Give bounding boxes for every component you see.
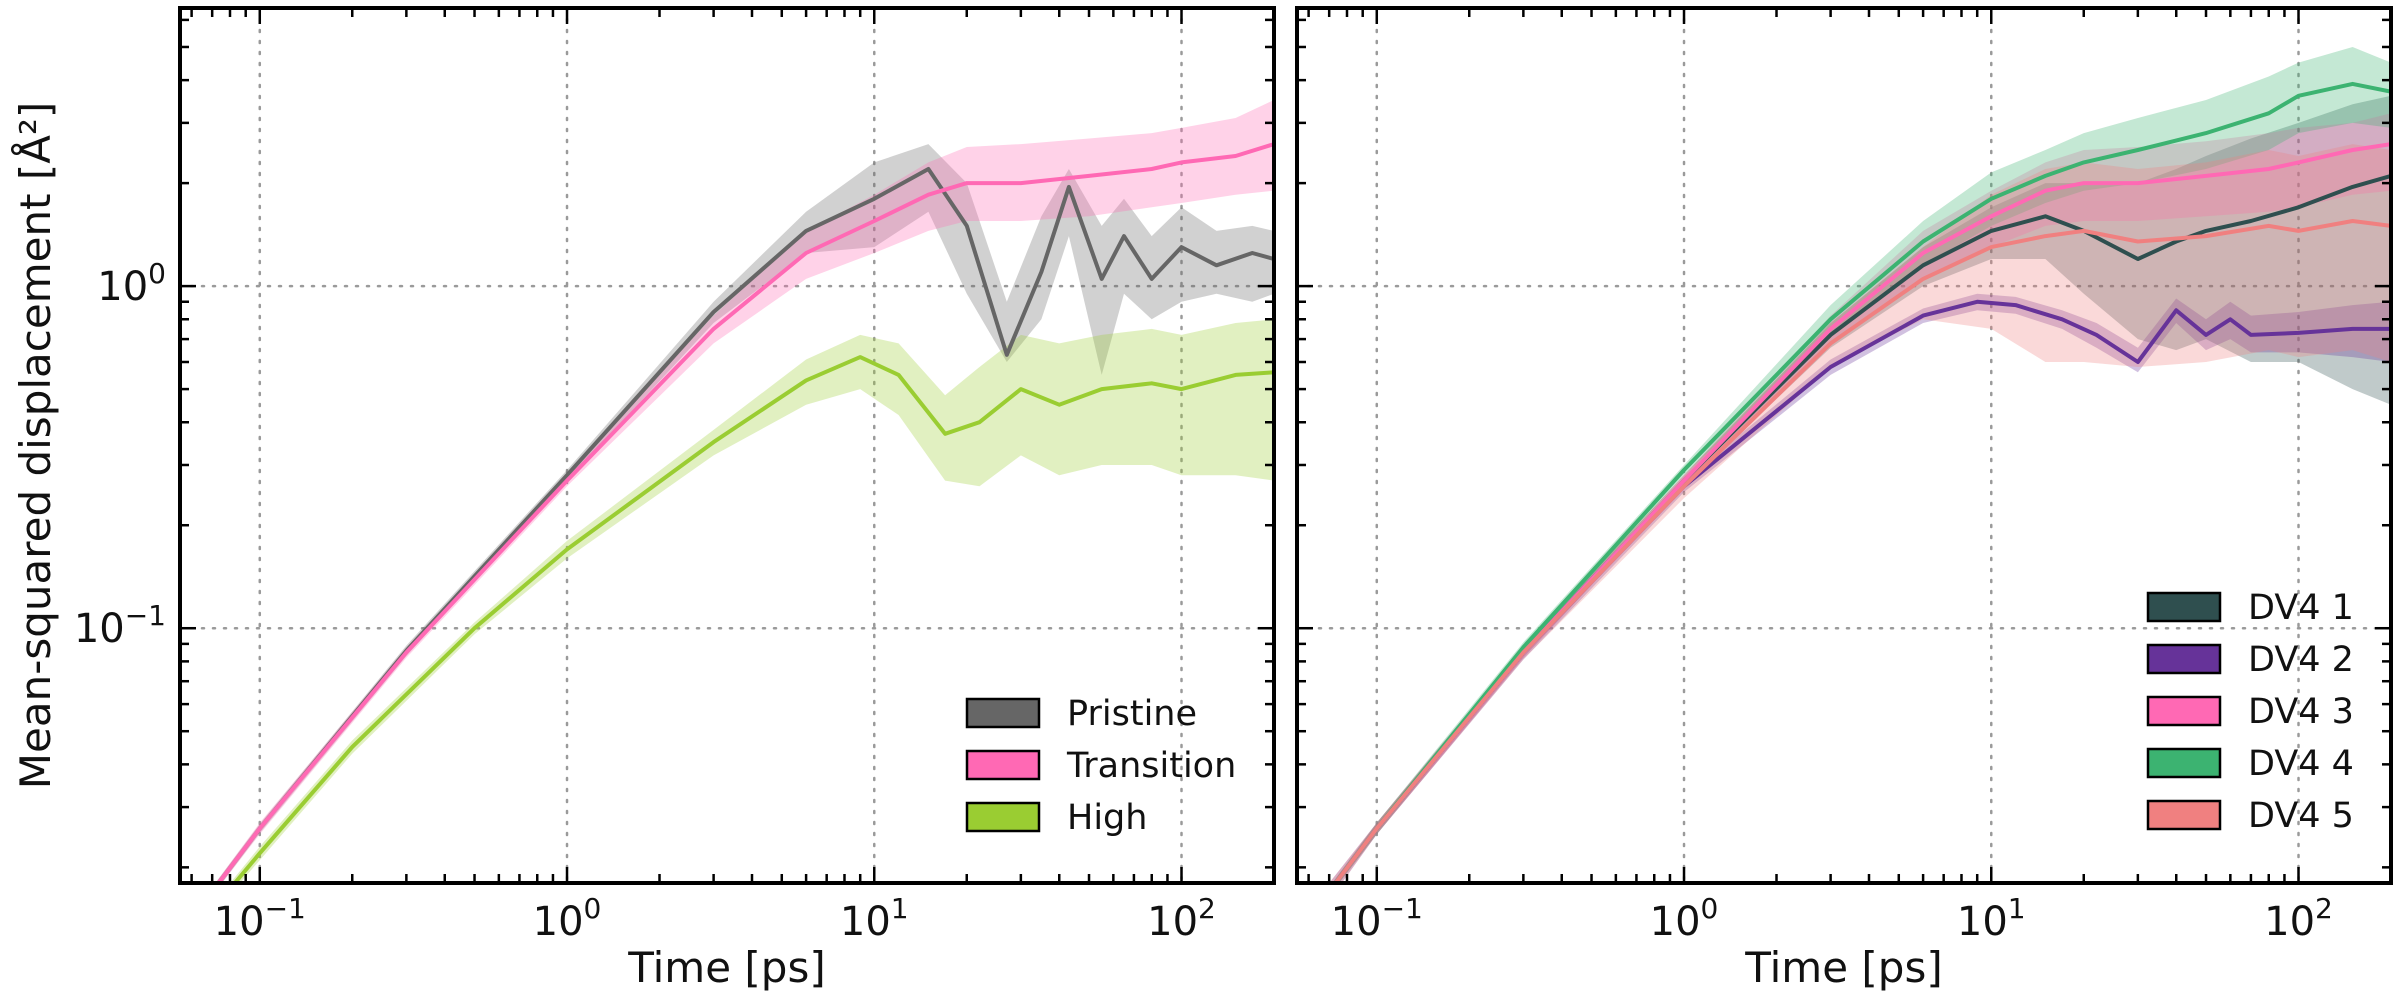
plot-area xyxy=(1329,47,2391,883)
x-tick-label: 102 xyxy=(2264,892,2333,945)
x-tick-label: 101 xyxy=(1957,892,2026,945)
y-tick-label: 10−1 xyxy=(74,599,166,652)
y-tick-label: 100 xyxy=(97,257,166,310)
x-axis-label: Time [ps] xyxy=(627,943,825,992)
series-line-dv4-4 xyxy=(1333,81,2391,883)
series-band-pristine xyxy=(215,144,1274,883)
legend-swatch xyxy=(965,697,1041,729)
x-tick-label: 10−1 xyxy=(214,892,306,945)
plot-frame xyxy=(1295,6,2393,885)
x-tick-label: 102 xyxy=(1147,892,1216,945)
plot-frame xyxy=(178,6,1276,885)
legend-swatch xyxy=(2146,643,2222,675)
legend-label: DV4 2 xyxy=(2248,640,2354,680)
legend-label: DV4 1 xyxy=(2248,588,2354,628)
legend-label: High xyxy=(1067,798,1147,838)
y-axis-label: Mean-squared displacement [Å²] xyxy=(10,102,60,789)
series-line-dv4-2 xyxy=(1333,299,2391,883)
legend: DV4 1 DV4 2 DV4 3 DV4 4 DV4 5 xyxy=(2146,588,2354,836)
series-band-dv4-2 xyxy=(1329,293,2391,883)
series-band-high xyxy=(230,319,1274,883)
legend-swatch xyxy=(965,749,1041,781)
series-band-transition xyxy=(215,100,1274,883)
legend-swatch xyxy=(2146,695,2222,727)
legend-label: DV4 5 xyxy=(2248,796,2354,836)
series-band-dv4-5 xyxy=(1329,144,2391,883)
series-line-transition xyxy=(216,142,1274,883)
series-line-dv4-5 xyxy=(1333,219,2391,883)
plot-area xyxy=(215,100,1274,883)
series-band-dv4-1 xyxy=(1332,95,2391,883)
legend-swatch xyxy=(2146,591,2222,623)
legend-swatch xyxy=(965,801,1041,833)
series-line-high xyxy=(232,355,1274,883)
legend-label: Transition xyxy=(1066,746,1236,786)
legend-label: DV4 3 xyxy=(2248,692,2354,732)
x-tick-label: 10−1 xyxy=(1331,892,1423,945)
series-band-dv4-3 xyxy=(1332,113,2391,883)
legend-label: DV4 4 xyxy=(2248,744,2354,784)
series-band-dv4-4 xyxy=(1332,47,2391,883)
series-line-pristine xyxy=(216,167,1274,883)
legend-label: Pristine xyxy=(1067,694,1197,734)
x-tick-label: 101 xyxy=(840,892,909,945)
x-tick-label: 100 xyxy=(533,892,602,945)
left-panel: 10−1 100 101 102 10−1 100 Time [ps] Mean-square… xyxy=(10,6,1276,992)
legend-swatch xyxy=(2146,747,2222,779)
legend: Pristine Transition High xyxy=(965,694,1236,838)
legend-swatch xyxy=(2146,799,2222,831)
x-tick-label: 100 xyxy=(1650,892,1719,945)
x-axis-label: Time [ps] xyxy=(1744,943,1942,992)
